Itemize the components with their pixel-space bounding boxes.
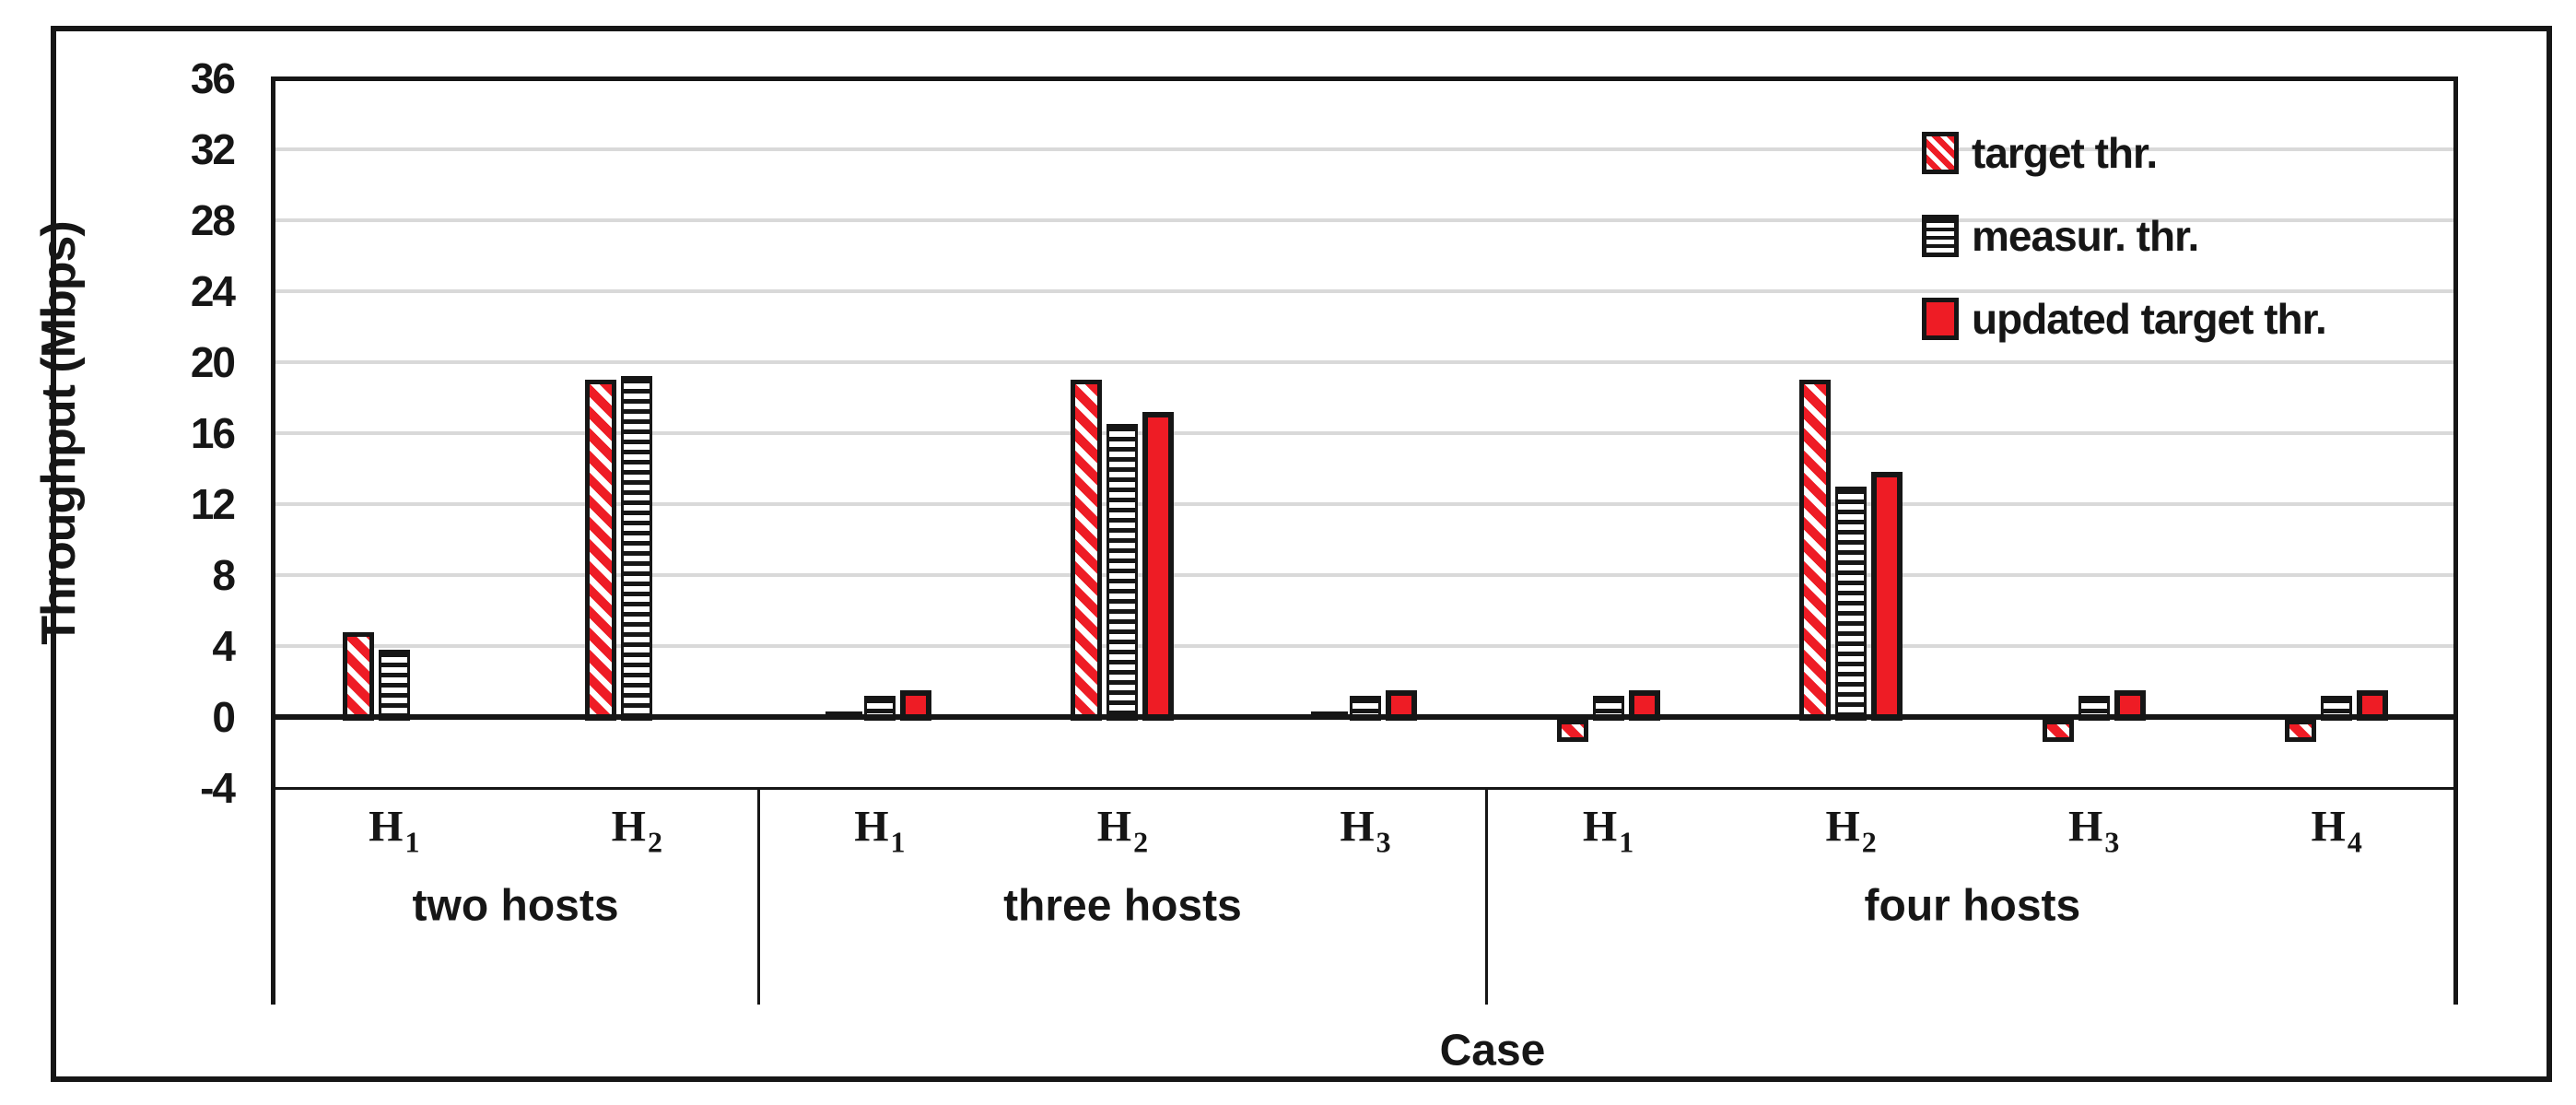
gridline-28 [273,218,2458,222]
legend-label: measur. thr. [1972,212,2199,260]
bar-target-two-hosts-H1 [342,632,374,721]
x-tick-four-hosts-H2: H2 [1825,802,1876,859]
host-label-subscript: 2 [1861,825,1877,859]
host-label-base: H [2067,802,2103,852]
gridline-8 [273,573,2458,577]
bar-updated-three-hosts-H2 [1142,412,1175,721]
group-divider-two-hosts [756,788,760,1005]
legend-label: updated target thr. [1972,295,2327,343]
y-axis-line [271,76,275,1005]
x-tick-four-hosts-H3: H3 [2067,802,2119,859]
legend-item-measur-thr: measur. thr. [1922,212,2326,260]
y-axis-title: Throughput (Mbps) [32,221,86,645]
host-label-base: H [1582,802,1618,852]
group-divider-three-hosts [1485,788,1489,1005]
bar-measured-four-hosts-H2 [1835,487,1868,721]
plot-top-border [273,76,2458,81]
host-label-subscript: 2 [648,825,662,859]
host-label-subscript: 1 [404,825,420,859]
host-label-base: H [369,802,404,852]
x-tick-three-hosts-H2: H2 [1096,802,1148,859]
host-label-subscript: 3 [2104,825,2120,859]
bar-target-four-hosts-H1 [1556,720,1588,742]
figure-border [51,26,2552,1082]
host-label-subscript: 4 [2347,825,2362,859]
host-label-base: H [1096,802,1132,852]
y-tick-label-16: 16 [190,409,236,457]
host-label-base: H [854,802,889,852]
legend-item-target-thr: target thr. [1922,129,2326,177]
host-label-base: H [1340,802,1375,852]
bar-updated-four-hosts-H2 [1871,472,1903,721]
x-tick-four-hosts-H1: H1 [1582,802,1633,859]
gridline-12 [273,502,2458,506]
y-tick-label-4: 4 [212,622,236,670]
legend-item-updated-target-thr: updated target thr. [1922,295,2327,343]
updated-target-thr-swatch-icon [1922,298,1959,340]
y-tick-label-24: 24 [190,267,236,315]
x-group-label-three-hosts: three hosts [1003,881,1242,931]
y-tick-label-28: 28 [190,196,236,244]
y-tick-label-32: 32 [190,125,236,173]
x-tick-four-hosts-H4: H4 [2311,802,2362,859]
x-tick-two-hosts-H1: H1 [369,802,419,859]
legend-label: target thr. [1972,129,2158,177]
x-axis-title: Case [1439,1026,1546,1076]
y-tick-label-12: 12 [190,480,236,528]
x-group-label-two-hosts: two hosts [412,881,619,931]
gridline-32 [273,147,2458,151]
host-label-subscript: 3 [1376,825,1391,859]
host-label-base: H [1825,802,1860,852]
y-tick-label-20: 20 [190,338,236,386]
y-tick-label-8: 8 [212,551,236,599]
y-tick-label-0: 0 [212,693,236,741]
plot-bottom-border [273,787,2458,790]
measur-thr-swatch-icon [1922,215,1959,257]
x-tick-three-hosts-H1: H1 [854,802,905,859]
bar-measured-two-hosts-H1 [378,650,410,721]
bar-measured-two-hosts-H2 [621,376,653,721]
target-thr-swatch-icon [1922,132,1959,174]
y-tick-label-36: 36 [190,54,236,102]
host-label-subscript: 2 [1133,825,1149,859]
bar-target-four-hosts-H4 [2285,720,2317,742]
host-label-subscript: 1 [1619,825,1634,859]
legend: target thr. measur. thr. updated target … [1922,129,2327,381]
bar-target-two-hosts-H2 [585,380,617,721]
host-label-subscript: 1 [890,825,906,859]
gridline-24 [273,289,2458,293]
bar-target-three-hosts-H2 [1071,380,1103,721]
x-group-label-four-hosts: four hosts [1864,881,2081,931]
bar-target-four-hosts-H3 [2042,720,2074,742]
plot-right-border [2453,76,2458,1005]
x-tick-two-hosts-H2: H2 [611,802,662,859]
y-tick-label--4: -4 [200,764,236,812]
bar-target-four-hosts-H2 [1799,380,1832,721]
gridline-4 [273,644,2458,648]
gridline-16 [273,431,2458,435]
bar-measured-three-hosts-H2 [1107,424,1139,721]
gridline-20 [273,360,2458,364]
x-tick-three-hosts-H3: H3 [1340,802,1390,859]
host-label-base: H [611,802,646,852]
x-axis-zero-line [273,714,2458,720]
host-label-base: H [2311,802,2346,852]
